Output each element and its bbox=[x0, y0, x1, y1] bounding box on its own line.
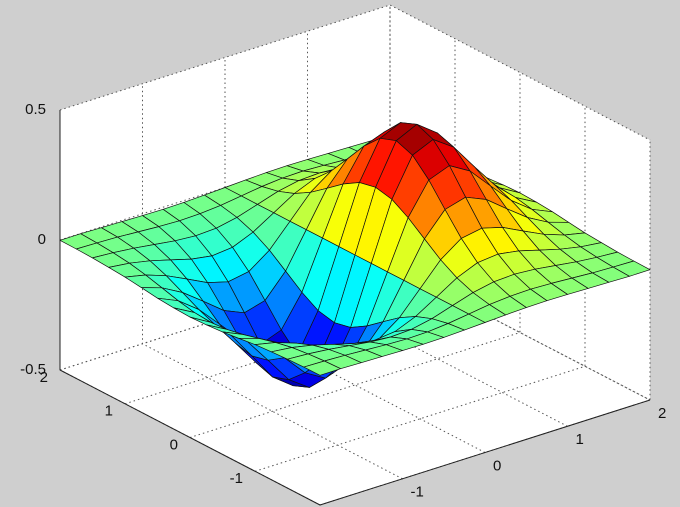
axis-line bbox=[59, 369, 321, 506]
y-tick-label: 2 bbox=[40, 369, 48, 386]
surface-patch bbox=[303, 360, 341, 376]
x-tick-label: 1 bbox=[576, 431, 584, 448]
x-tick-label: -1 bbox=[411, 484, 424, 501]
x-tick-label: 2 bbox=[658, 405, 666, 422]
y-tick-label: -2 bbox=[295, 504, 308, 507]
x-tick-label: 0 bbox=[493, 457, 501, 474]
z-tick-label: 0.5 bbox=[25, 101, 46, 118]
y-tick-label: -1 bbox=[230, 470, 243, 487]
y-tick-label: 1 bbox=[105, 403, 113, 420]
axis-line bbox=[319, 399, 651, 506]
y-tick-label: 0 bbox=[170, 436, 178, 453]
z-tick-label: -0.5 bbox=[20, 361, 46, 378]
z-tick-label: 0 bbox=[38, 231, 46, 248]
